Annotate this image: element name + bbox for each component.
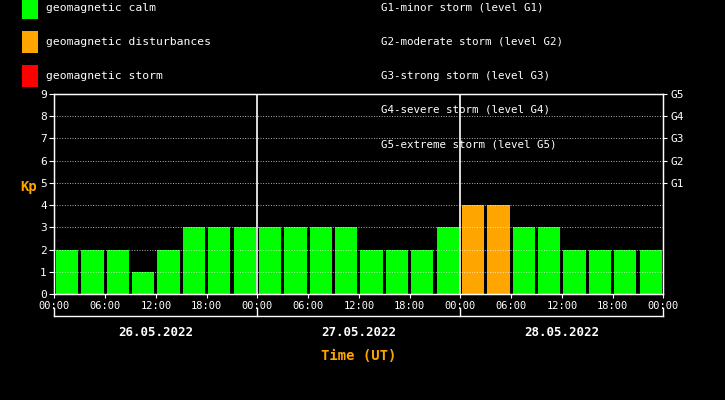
Bar bbox=[335, 227, 357, 294]
Bar bbox=[183, 227, 205, 294]
Bar bbox=[132, 272, 154, 294]
Bar bbox=[614, 250, 637, 294]
Bar bbox=[411, 250, 434, 294]
Bar bbox=[589, 250, 611, 294]
Text: 28.05.2022: 28.05.2022 bbox=[524, 326, 600, 338]
Bar bbox=[56, 250, 78, 294]
Bar bbox=[513, 227, 535, 294]
Text: geomagnetic calm: geomagnetic calm bbox=[46, 3, 157, 13]
Bar bbox=[462, 205, 484, 294]
Bar bbox=[233, 227, 256, 294]
Bar bbox=[360, 250, 383, 294]
Text: G1-minor storm (level G1): G1-minor storm (level G1) bbox=[381, 3, 543, 13]
Bar bbox=[107, 250, 129, 294]
Text: G4-severe storm (level G4): G4-severe storm (level G4) bbox=[381, 105, 550, 115]
Bar bbox=[386, 250, 408, 294]
Y-axis label: Kp: Kp bbox=[20, 180, 37, 194]
Text: 26.05.2022: 26.05.2022 bbox=[118, 326, 194, 338]
Bar bbox=[157, 250, 180, 294]
Bar bbox=[81, 250, 104, 294]
Bar bbox=[639, 250, 662, 294]
Bar bbox=[259, 227, 281, 294]
Text: geomagnetic disturbances: geomagnetic disturbances bbox=[46, 37, 212, 47]
Bar bbox=[436, 227, 459, 294]
Text: Time (UT): Time (UT) bbox=[321, 349, 397, 363]
Bar bbox=[208, 227, 231, 294]
Text: G2-moderate storm (level G2): G2-moderate storm (level G2) bbox=[381, 37, 563, 47]
Bar bbox=[487, 205, 510, 294]
Bar bbox=[284, 227, 307, 294]
Text: G5-extreme storm (level G5): G5-extreme storm (level G5) bbox=[381, 139, 556, 149]
Text: 27.05.2022: 27.05.2022 bbox=[321, 326, 397, 338]
Text: geomagnetic storm: geomagnetic storm bbox=[46, 71, 163, 81]
Bar bbox=[563, 250, 586, 294]
Text: G3-strong storm (level G3): G3-strong storm (level G3) bbox=[381, 71, 550, 81]
Bar bbox=[310, 227, 332, 294]
Bar bbox=[538, 227, 560, 294]
